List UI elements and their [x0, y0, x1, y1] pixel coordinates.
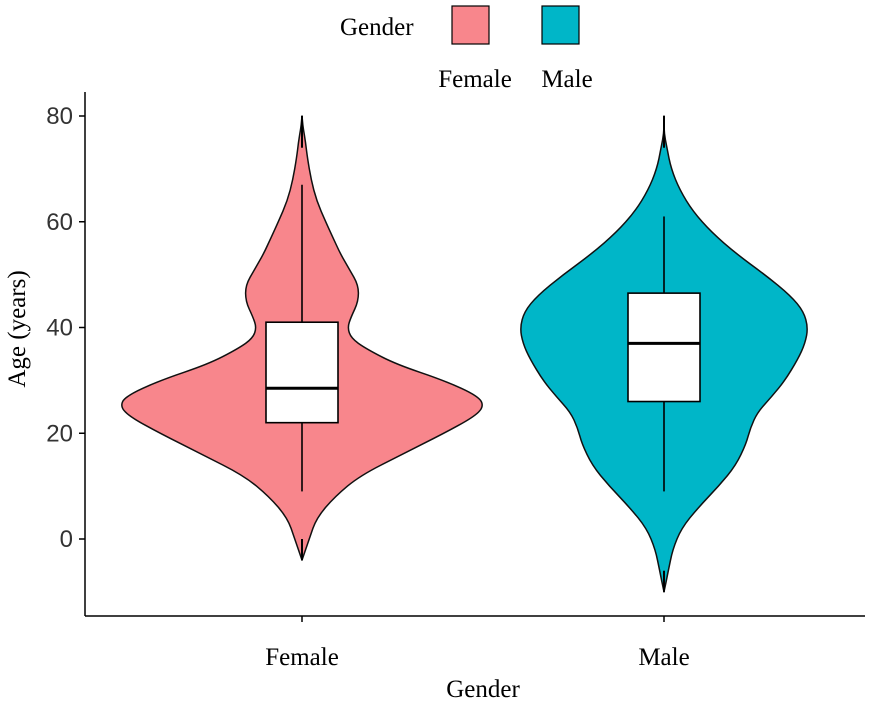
x-axis-title: Gender	[446, 676, 520, 703]
legend-label-male: Male	[541, 66, 592, 93]
y-tick-label: 20	[46, 420, 73, 447]
legend: Gender Female Male	[340, 5, 593, 93]
plot-area	[121, 115, 808, 593]
y-tick-label: 80	[46, 103, 73, 130]
legend-key-male	[541, 5, 580, 45]
box-female	[265, 321, 339, 424]
legend-label-female: Female	[438, 66, 512, 93]
y-tick-label: 40	[46, 315, 73, 342]
legend-title: Gender	[340, 14, 414, 41]
x-tick-label: Female	[265, 644, 339, 671]
y-axis-title: Age (years)	[4, 270, 31, 387]
box-male	[627, 292, 701, 403]
x-tick-label: Male	[638, 644, 689, 671]
legend-key-female	[451, 5, 490, 45]
x-axis-ticks: Female Male	[265, 616, 690, 671]
y-tick-label: 0	[60, 526, 73, 553]
y-tick-label: 60	[46, 209, 73, 236]
y-axis-ticks: 0 20 40 60 80	[46, 103, 85, 553]
